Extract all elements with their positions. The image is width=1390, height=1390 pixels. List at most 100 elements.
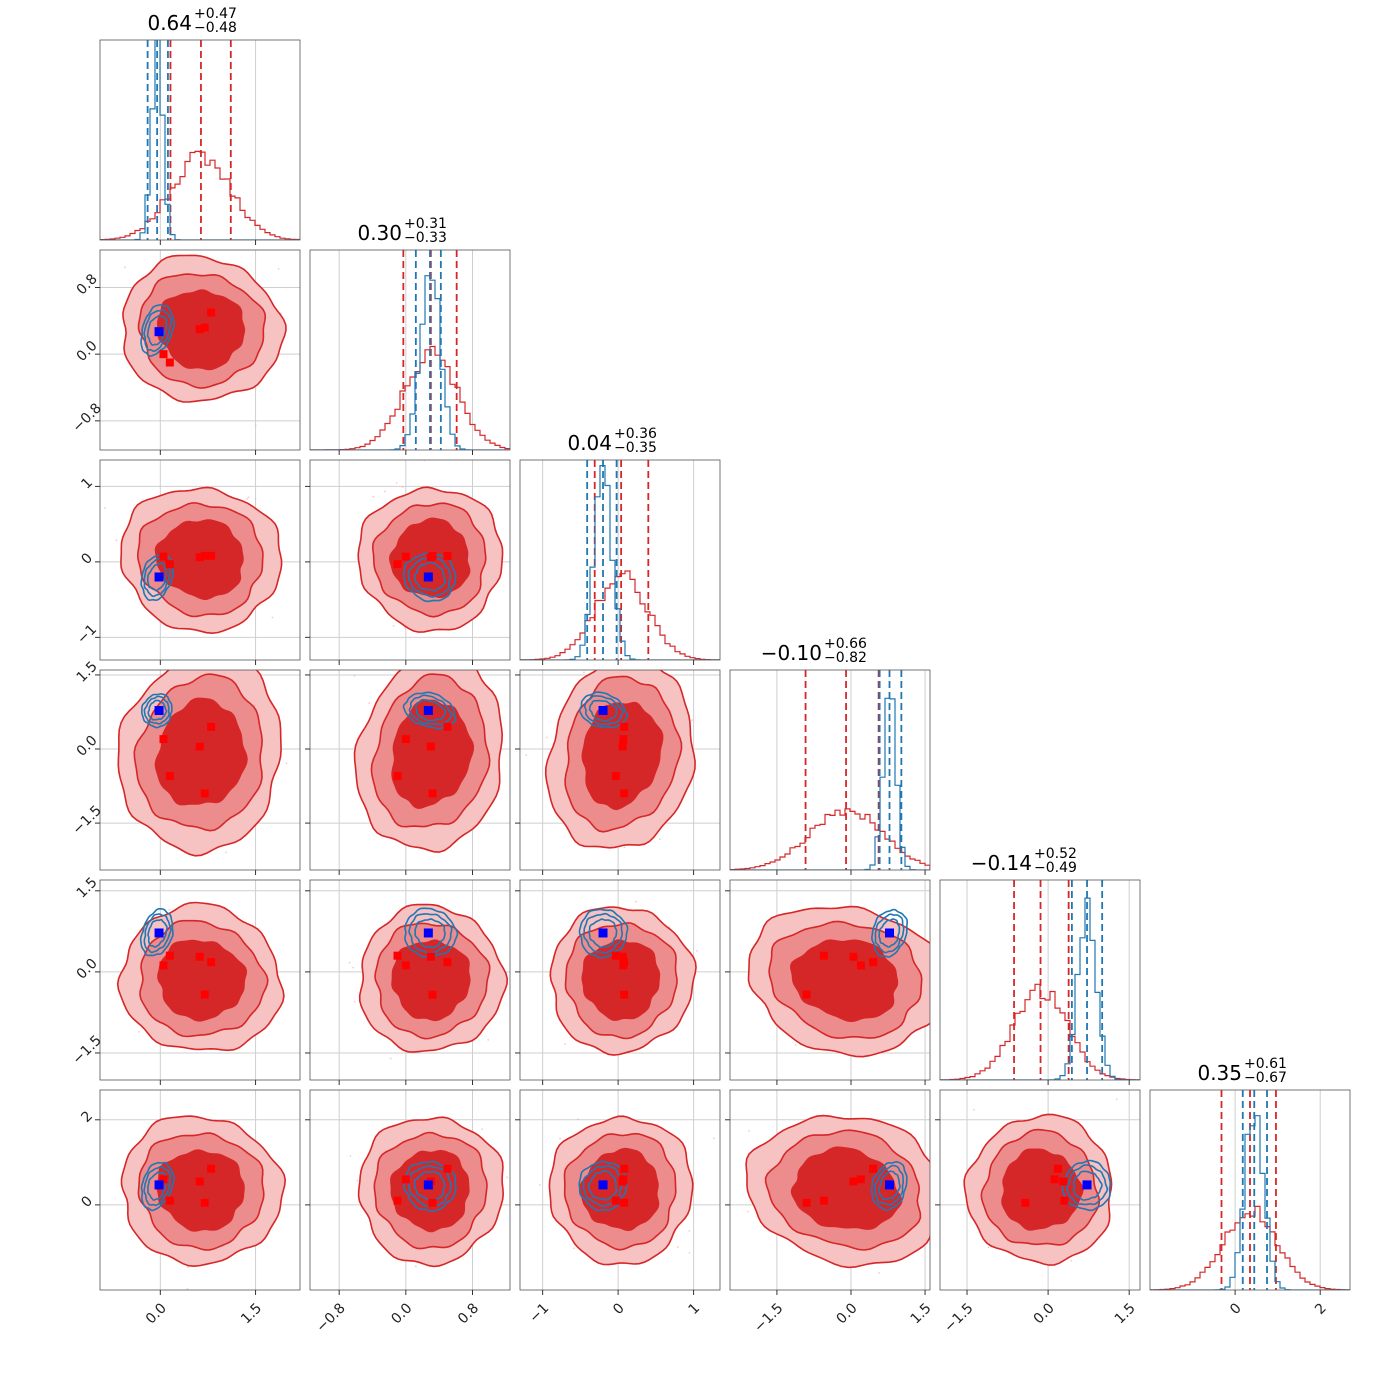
marker-red — [165, 358, 174, 367]
x-tick-label: 1.5 — [1112, 1300, 1139, 1327]
sample-point — [878, 1272, 880, 1274]
marker-blue — [423, 1180, 433, 1190]
marker-red — [620, 1198, 629, 1207]
marker-red — [428, 789, 437, 798]
contour-blue-mid — [408, 913, 453, 955]
title-value: −0.10 — [761, 641, 822, 665]
marker-red — [443, 958, 452, 967]
contour-blue-outer — [578, 691, 629, 729]
panel-1-0: −0.8 0.0 0.8 — [69, 249, 301, 455]
histogram-red — [100, 150, 300, 240]
sample-point — [104, 507, 106, 509]
title-minus: −0.67 — [1244, 1070, 1287, 1086]
title-value: 0.35 — [1197, 1061, 1242, 1085]
marker-red — [207, 722, 216, 731]
contour-blue-outer — [871, 908, 908, 958]
sample-point — [545, 736, 548, 739]
contour-blue-mid — [583, 695, 624, 726]
panel-frame — [519, 1089, 721, 1291]
histogram-blue — [1150, 1115, 1350, 1290]
marker-red — [611, 951, 620, 960]
sample-point — [383, 490, 386, 493]
contour-blue-mid — [1066, 1164, 1109, 1206]
marker-red — [618, 742, 627, 751]
marker-red — [1059, 1177, 1068, 1186]
marker-red — [165, 1196, 174, 1205]
marker-red — [200, 551, 209, 560]
sample-point — [372, 495, 375, 498]
marker-red — [207, 958, 216, 967]
y-tick-label: 0.0 — [74, 338, 101, 365]
sample-point — [973, 1108, 975, 1111]
x-tick-label: 0 — [1227, 1300, 1245, 1318]
marker-red — [428, 990, 437, 999]
panel-frame — [1149, 1089, 1351, 1291]
contour-blue-inner — [147, 918, 168, 948]
x-tick-label: 0 — [610, 1300, 628, 1318]
marker-red — [802, 1198, 811, 1207]
sample-point — [564, 1043, 566, 1045]
y-tick-label: 1.5 — [74, 659, 101, 686]
contour-red-inner — [581, 701, 664, 811]
panel-4-1 — [305, 879, 511, 1085]
marker-red — [426, 952, 435, 961]
panel-frame — [309, 249, 511, 451]
panel-title: 0.30 +0.31−0.33 — [357, 216, 446, 246]
sample-point — [559, 1137, 561, 1140]
marker-red — [195, 553, 204, 562]
sample-point — [506, 1176, 508, 1179]
panel-frame — [309, 1089, 511, 1291]
panel-4-3 — [725, 879, 937, 1085]
sample-point — [356, 1179, 359, 1182]
panel-0-0 — [99, 39, 301, 245]
panel-2-2 — [519, 459, 721, 665]
marker-red — [819, 1196, 828, 1205]
sample-point — [392, 625, 395, 627]
marker-red — [207, 308, 216, 317]
marker-blue — [885, 928, 895, 938]
marker-red — [159, 1175, 168, 1184]
contour-blue-mid — [143, 695, 170, 725]
sample-point — [138, 1031, 140, 1033]
title-plus: +0.47 — [194, 6, 237, 22]
marker-red — [200, 323, 209, 332]
marker-red — [426, 742, 435, 751]
contour-red-inner — [157, 939, 248, 1022]
marker-red — [165, 951, 174, 960]
panel-title: −0.14 +0.52−0.49 — [971, 846, 1077, 876]
sample-point — [199, 663, 201, 665]
sample-point — [635, 900, 637, 903]
marker-red — [200, 990, 209, 999]
panel-title: 0.35 +0.61−0.67 — [1197, 1056, 1286, 1086]
contour-blue-outer — [402, 691, 457, 730]
marker-red — [619, 1175, 628, 1184]
histogram-blue — [100, 40, 300, 240]
panel-frame — [939, 879, 1141, 1081]
marker-blue — [154, 572, 164, 582]
sample-point — [935, 1012, 937, 1014]
contour-blue-inner — [588, 699, 618, 722]
sample-point — [487, 1039, 490, 1041]
x-tick-label: −1.5 — [751, 1300, 786, 1335]
marker-blue — [598, 1180, 608, 1190]
marker-red — [200, 789, 209, 798]
contour-blue-outer — [404, 907, 459, 958]
panel-frame — [99, 879, 301, 1081]
y-tick-label: 1 — [78, 475, 96, 493]
marker-red — [159, 350, 168, 359]
contour-blue-outer — [578, 908, 629, 959]
panel-frame — [99, 459, 301, 661]
x-tick-label: 1 — [686, 1300, 704, 1318]
marker-red — [393, 560, 402, 569]
y-tick-label: −1.5 — [69, 803, 104, 838]
panel-4-2 — [515, 879, 721, 1085]
sample-point — [1070, 1259, 1073, 1262]
sample-point — [246, 498, 248, 500]
sample-point — [368, 702, 371, 704]
histogram-blue — [940, 897, 1140, 1080]
contour-blue-mid — [143, 913, 172, 954]
sample-point — [583, 671, 585, 674]
sample-point — [277, 268, 280, 270]
contour-red-inner — [391, 699, 475, 810]
histogram-red — [520, 570, 720, 660]
